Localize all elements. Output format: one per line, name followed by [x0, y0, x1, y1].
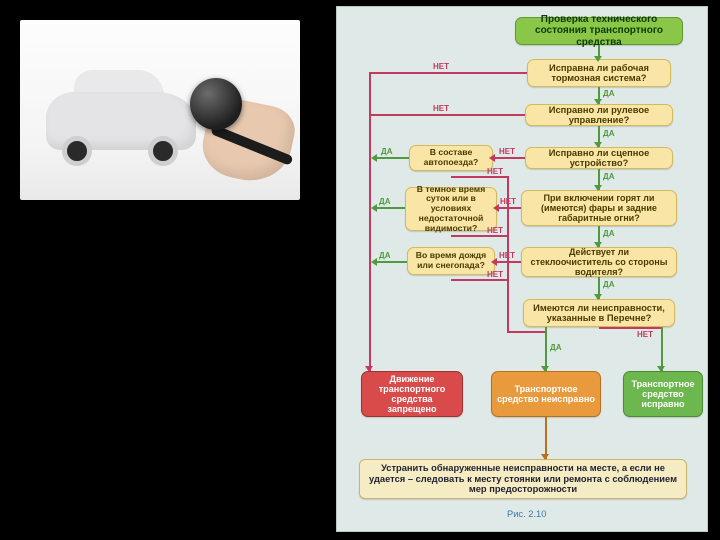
- label-no-q4b: НЕТ: [487, 226, 503, 235]
- arrow-q6-warn: [541, 366, 549, 372]
- arrow-left-bus-bad: [365, 366, 373, 372]
- flowchart-panel: Проверка технического состояния транспор…: [336, 6, 708, 532]
- arrow-q3-q3b: [489, 154, 495, 162]
- node-final-instruction: Устранить обнаруженные неисправности на …: [359, 459, 687, 499]
- label-no-q6: НЕТ: [637, 330, 653, 339]
- label-yes-3: ДА: [603, 172, 614, 181]
- car-wheel-front: [62, 136, 92, 166]
- edge-q3b-yes: [375, 157, 409, 159]
- label-no-q2: НЕТ: [433, 104, 449, 113]
- label-yes-5: ДА: [603, 280, 614, 289]
- label-yes-q3b: ДА: [381, 147, 392, 156]
- label-no-q3b: НЕТ: [487, 167, 503, 176]
- node-q4b: В темное время суток или в условиях недо…: [405, 187, 497, 231]
- arrow-q4-q4b: [493, 204, 499, 212]
- label-yes-q5b: ДА: [379, 251, 390, 260]
- edge-mid-bus: [507, 176, 509, 331]
- edge-q4b-yes: [375, 207, 405, 209]
- arrow-q5-q5b: [491, 258, 497, 266]
- edge-left-bus: [369, 72, 371, 371]
- stethoscope-head: [190, 78, 242, 130]
- edge-q3b-no: [451, 176, 507, 178]
- slide-root: Проверка технического состояния транспор…: [0, 0, 720, 540]
- arrow-q1-q2: [594, 99, 602, 105]
- node-q5b: Во время дождя или снегопада?: [407, 247, 495, 275]
- node-q3: Исправно ли сцепное устройство?: [525, 147, 673, 169]
- photo-car-stethoscope: [20, 20, 300, 200]
- node-q3b: В составе автопоезда?: [409, 145, 493, 171]
- label-yes-q6: ДА: [550, 343, 561, 352]
- arrow-q3-q4: [594, 185, 602, 191]
- node-q2: Исправно ли рулевое управление?: [525, 104, 673, 126]
- label-yes-2: ДА: [603, 129, 614, 138]
- arrow-warn-final: [541, 454, 549, 460]
- edge-q2-no-h: [369, 114, 525, 116]
- label-no-q5b: НЕТ: [487, 270, 503, 279]
- arrow-q5b-yes: [371, 258, 377, 266]
- edge-q6-no-branch: [599, 327, 661, 329]
- edge-q5b-no: [451, 279, 507, 281]
- edge-q1-no-h: [369, 72, 527, 74]
- node-ok: Транспортное средство исправно: [623, 371, 703, 417]
- arrow-start-q1: [594, 56, 602, 62]
- arrow-q3b-yes: [371, 154, 377, 162]
- node-faulty: Транспортное средство неисправно: [491, 371, 601, 417]
- edge-warn-final: [545, 417, 547, 459]
- edge-q5b-yes: [375, 261, 407, 263]
- edge-midbus-join: [507, 331, 545, 333]
- node-q5: Действует ли стеклоочиститель со стороны…: [521, 247, 677, 277]
- node-start: Проверка технического состояния транспор…: [515, 17, 683, 45]
- figure-caption: Рис. 2.10: [507, 509, 546, 519]
- arrow-q6-good: [657, 366, 665, 372]
- edge-q6-yes-v: [545, 327, 547, 371]
- edge-q6-no-v: [661, 327, 663, 371]
- label-yes-4: ДА: [603, 229, 614, 238]
- label-yes-q4b: ДА: [379, 197, 390, 206]
- node-forbidden: Движение транспортного средства запрещен…: [361, 371, 463, 417]
- edge-q4b-no: [451, 235, 507, 237]
- node-q6: Имеются ли неисправности, указанные в Пе…: [523, 299, 675, 327]
- node-q1: Исправна ли рабочая тормозная система?: [527, 59, 671, 87]
- car-wheel-rear: [148, 136, 178, 166]
- label-no-q1: НЕТ: [433, 62, 449, 71]
- label-yes-1: ДА: [603, 89, 614, 98]
- arrow-q4-q5: [594, 242, 602, 248]
- arrow-q2-q3: [594, 142, 602, 148]
- node-q4: При включении горят ли (имеются) фары и …: [521, 190, 677, 226]
- edge-q3-no-h: [493, 157, 525, 159]
- edge-q4-no-h: [497, 207, 521, 209]
- arrow-q4b-yes: [371, 204, 377, 212]
- arrow-q5-q6: [594, 294, 602, 300]
- label-no-q3: НЕТ: [499, 147, 515, 156]
